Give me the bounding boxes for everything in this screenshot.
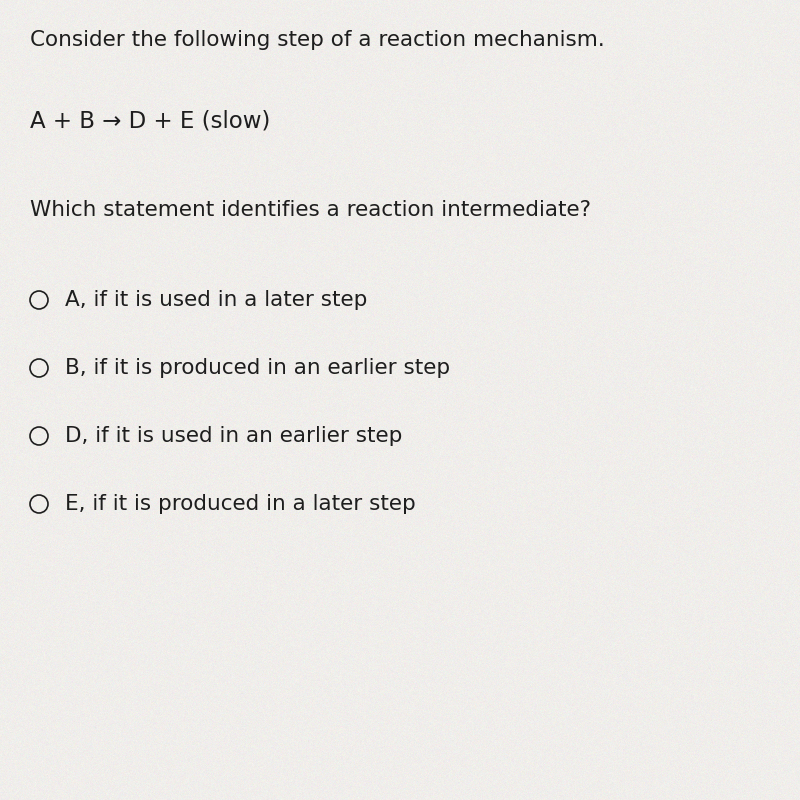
Text: A + B → D + E (slow): A + B → D + E (slow) <box>30 110 270 133</box>
Text: Which statement identifies a reaction intermediate?: Which statement identifies a reaction in… <box>30 200 591 220</box>
Text: D, if it is used in an earlier step: D, if it is used in an earlier step <box>65 426 402 446</box>
Text: A, if it is used in a later step: A, if it is used in a later step <box>65 290 367 310</box>
Text: B, if it is produced in an earlier step: B, if it is produced in an earlier step <box>65 358 450 378</box>
Text: E, if it is produced in a later step: E, if it is produced in a later step <box>65 494 416 514</box>
Text: Consider the following step of a reaction mechanism.: Consider the following step of a reactio… <box>30 30 605 50</box>
